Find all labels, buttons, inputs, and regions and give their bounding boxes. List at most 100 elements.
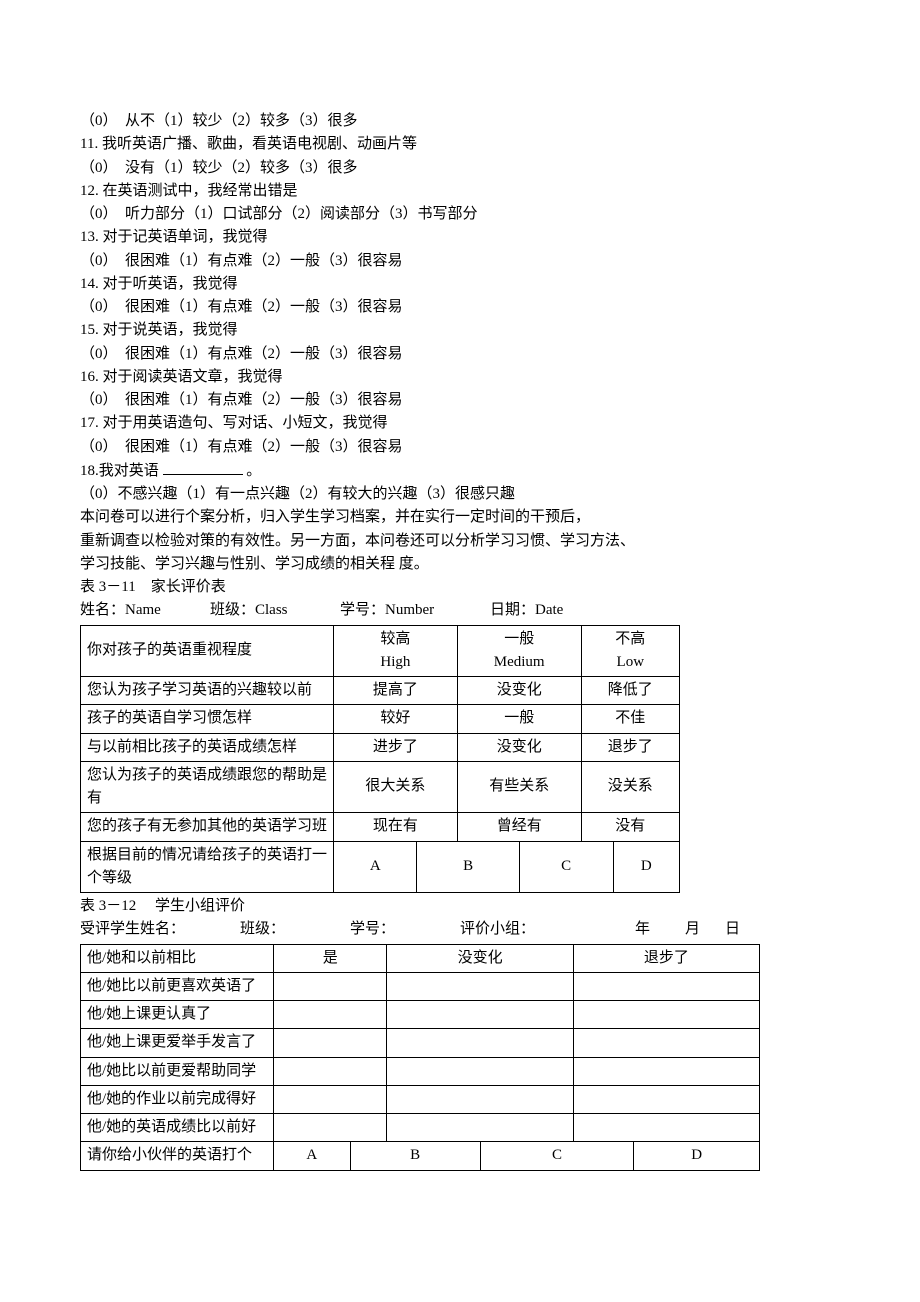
table-option[interactable]: A [274, 1142, 351, 1170]
table-cell[interactable] [573, 1114, 759, 1142]
q18-pre: 18.我对英语 [80, 463, 159, 479]
t1h-name: 姓名：Name [80, 599, 210, 622]
table-option[interactable]: 退步了 [581, 733, 679, 761]
table-option[interactable]: C [519, 841, 613, 893]
table-row: 孩子的英语自学习惯怎样较好一般不佳 [81, 705, 680, 733]
t2h-name: 受评学生姓名： [80, 918, 240, 941]
table-option[interactable]: 不佳 [581, 705, 679, 733]
table-cell[interactable] [274, 1085, 387, 1113]
table-option[interactable]: 有些关系 [457, 761, 581, 813]
q18-blank[interactable] [163, 459, 243, 475]
para-1: 本问卷可以进行个案分析，归入学生学习档案，并在实行一定时间的干预后， [80, 506, 840, 529]
table-question: 您认为孩子的英语成绩跟您的帮助是有 [81, 761, 334, 813]
question-section: （0） 从不（1）较少（2）较多（3）很多11. 我听英语广播、歌曲，看英语电视… [80, 110, 840, 459]
table-option[interactable]: B [417, 841, 519, 893]
t2h-year: 年 [600, 918, 650, 941]
table-question: 他/她比以前更喜欢英语了 [81, 972, 274, 1000]
table-cell[interactable] [387, 1057, 573, 1085]
table-cell[interactable] [274, 1001, 387, 1029]
question-text: 12. 在英语测试中，我经常出错是 [80, 180, 840, 203]
table-option[interactable]: 进步了 [334, 733, 458, 761]
table-option[interactable]: 很大关系 [334, 761, 458, 813]
table-option[interactable]: 提高了 [334, 677, 458, 705]
table-option[interactable]: 曾经有 [457, 813, 581, 841]
t2h-number: 学号： [350, 918, 460, 941]
table-question: 他/她的英语成绩比以前好 [81, 1114, 274, 1142]
table-row: 根据目前的情况请给孩子的英语打一个等级ABCD [81, 841, 680, 893]
table-option[interactable]: B [350, 1142, 480, 1170]
parent-eval-table: 你对孩子的英语重视程度较高High一般Medium不高Low您认为孩子学习英语的… [80, 625, 680, 894]
table-cell[interactable] [387, 972, 573, 1000]
table-option[interactable]: D [613, 841, 679, 893]
table-option[interactable]: 没有 [581, 813, 679, 841]
table-cell[interactable] [573, 972, 759, 1000]
table-option[interactable]: 一般 [457, 705, 581, 733]
table-question: 与以前相比孩子的英语成绩怎样 [81, 733, 334, 761]
table-option[interactable]: 没变化 [457, 733, 581, 761]
table-row: 您认为孩子学习英语的兴趣较以前提高了没变化降低了 [81, 677, 680, 705]
page: （0） 从不（1）较少（2）较多（3）很多11. 我听英语广播、歌曲，看英语电视… [0, 0, 920, 1261]
question-options: （0） 很困难（1）有点难（2）一般（3）很容易 [80, 250, 840, 273]
table2-title: 表 3－12 学生小组评价 [80, 895, 840, 918]
question-text: 13. 对于记英语单词，我觉得 [80, 226, 840, 249]
table-head-row: 他/她和以前相比是没变化退步了 [81, 944, 760, 972]
table-row: 他/她的作业以前完成得好 [81, 1085, 760, 1113]
question-options: （0） 没有（1）较少（2）较多（3）很多 [80, 157, 840, 180]
table-question: 您认为孩子学习英语的兴趣较以前 [81, 677, 334, 705]
group-eval-table: 他/她和以前相比是没变化退步了他/她比以前更喜欢英语了他/她上课更认真了他/她上… [80, 944, 760, 1171]
table-cell[interactable] [387, 1001, 573, 1029]
table-option[interactable]: D [634, 1142, 760, 1170]
table-row: 请你给小伙伴的英语打个ABCD [81, 1142, 760, 1170]
table-question: 他/她上课更认真了 [81, 1001, 274, 1029]
table1-title: 表 3－11 家长评价表 [80, 576, 840, 599]
t2h-day: 日 [700, 918, 740, 941]
question-options: （0） 听力部分（1）口试部分（2）阅读部分（3）书写部分 [80, 203, 840, 226]
table-row: 他/她的英语成绩比以前好 [81, 1114, 760, 1142]
table-cell[interactable] [387, 1114, 573, 1142]
question-text: 17. 对于用英语造句、写对话、小短文，我觉得 [80, 412, 840, 435]
table-cell[interactable] [573, 1085, 759, 1113]
table-cell[interactable] [274, 1114, 387, 1142]
table-head-cell: 没变化 [387, 944, 573, 972]
question-options: （0） 很困难（1）有点难（2）一般（3）很容易 [80, 296, 840, 319]
table-option[interactable]: 不高Low [581, 625, 679, 677]
table-option[interactable]: 一般Medium [457, 625, 581, 677]
table-cell[interactable] [387, 1029, 573, 1057]
table-row: 您的孩子有无参加其他的英语学习班现在有曾经有没有 [81, 813, 680, 841]
table-cell[interactable] [573, 1057, 759, 1085]
table-option[interactable]: C [480, 1142, 634, 1170]
table1-header: 姓名：Name 班级：Class 学号：Number 日期：Date [80, 599, 840, 622]
table-option[interactable]: 没变化 [457, 677, 581, 705]
table-cell[interactable] [387, 1085, 573, 1113]
table-question: 孩子的英语自学习惯怎样 [81, 705, 334, 733]
question-text: 16. 对于阅读英语文章，我觉得 [80, 366, 840, 389]
t2h-month: 月 [650, 918, 700, 941]
table-option[interactable]: 较好 [334, 705, 458, 733]
table-cell[interactable] [274, 1029, 387, 1057]
table-head-cell: 他/她和以前相比 [81, 944, 274, 972]
table-cell[interactable] [274, 1057, 387, 1085]
table-row: 他/她上课更爱举手发言了 [81, 1029, 760, 1057]
q18-line: 18.我对英语 。 [80, 459, 840, 483]
question-text: 14. 对于听英语，我觉得 [80, 273, 840, 296]
table-option[interactable]: A [334, 841, 417, 893]
table-cell[interactable] [573, 1029, 759, 1057]
question-text: 15. 对于说英语，我觉得 [80, 319, 840, 342]
t2h-group: 评价小组： [460, 918, 600, 941]
table-option[interactable]: 现在有 [334, 813, 458, 841]
table-head-cell: 退步了 [573, 944, 759, 972]
table-question: 他/她的作业以前完成得好 [81, 1085, 274, 1113]
t1h-number: 学号：Number [340, 599, 490, 622]
table-option[interactable]: 降低了 [581, 677, 679, 705]
table2-header: 受评学生姓名： 班级： 学号： 评价小组： 年 月 日 [80, 918, 840, 941]
para-3: 学习技能、学习兴趣与性别、学习成绩的相关程 度。 [80, 553, 840, 576]
t1h-date: 日期：Date [490, 599, 563, 622]
table-option[interactable]: 没关系 [581, 761, 679, 813]
table-option[interactable]: 较高High [334, 625, 458, 677]
table-cell[interactable] [274, 972, 387, 1000]
table-cell[interactable] [573, 1001, 759, 1029]
table-row: 他/她比以前更爱帮助同学 [81, 1057, 760, 1085]
table-question: 您的孩子有无参加其他的英语学习班 [81, 813, 334, 841]
table-question: 他/她上课更爱举手发言了 [81, 1029, 274, 1057]
para-2: 重新调查以检验对策的有效性。另一方面，本问卷还可以分析学习习惯、学习方法、 [80, 530, 840, 553]
